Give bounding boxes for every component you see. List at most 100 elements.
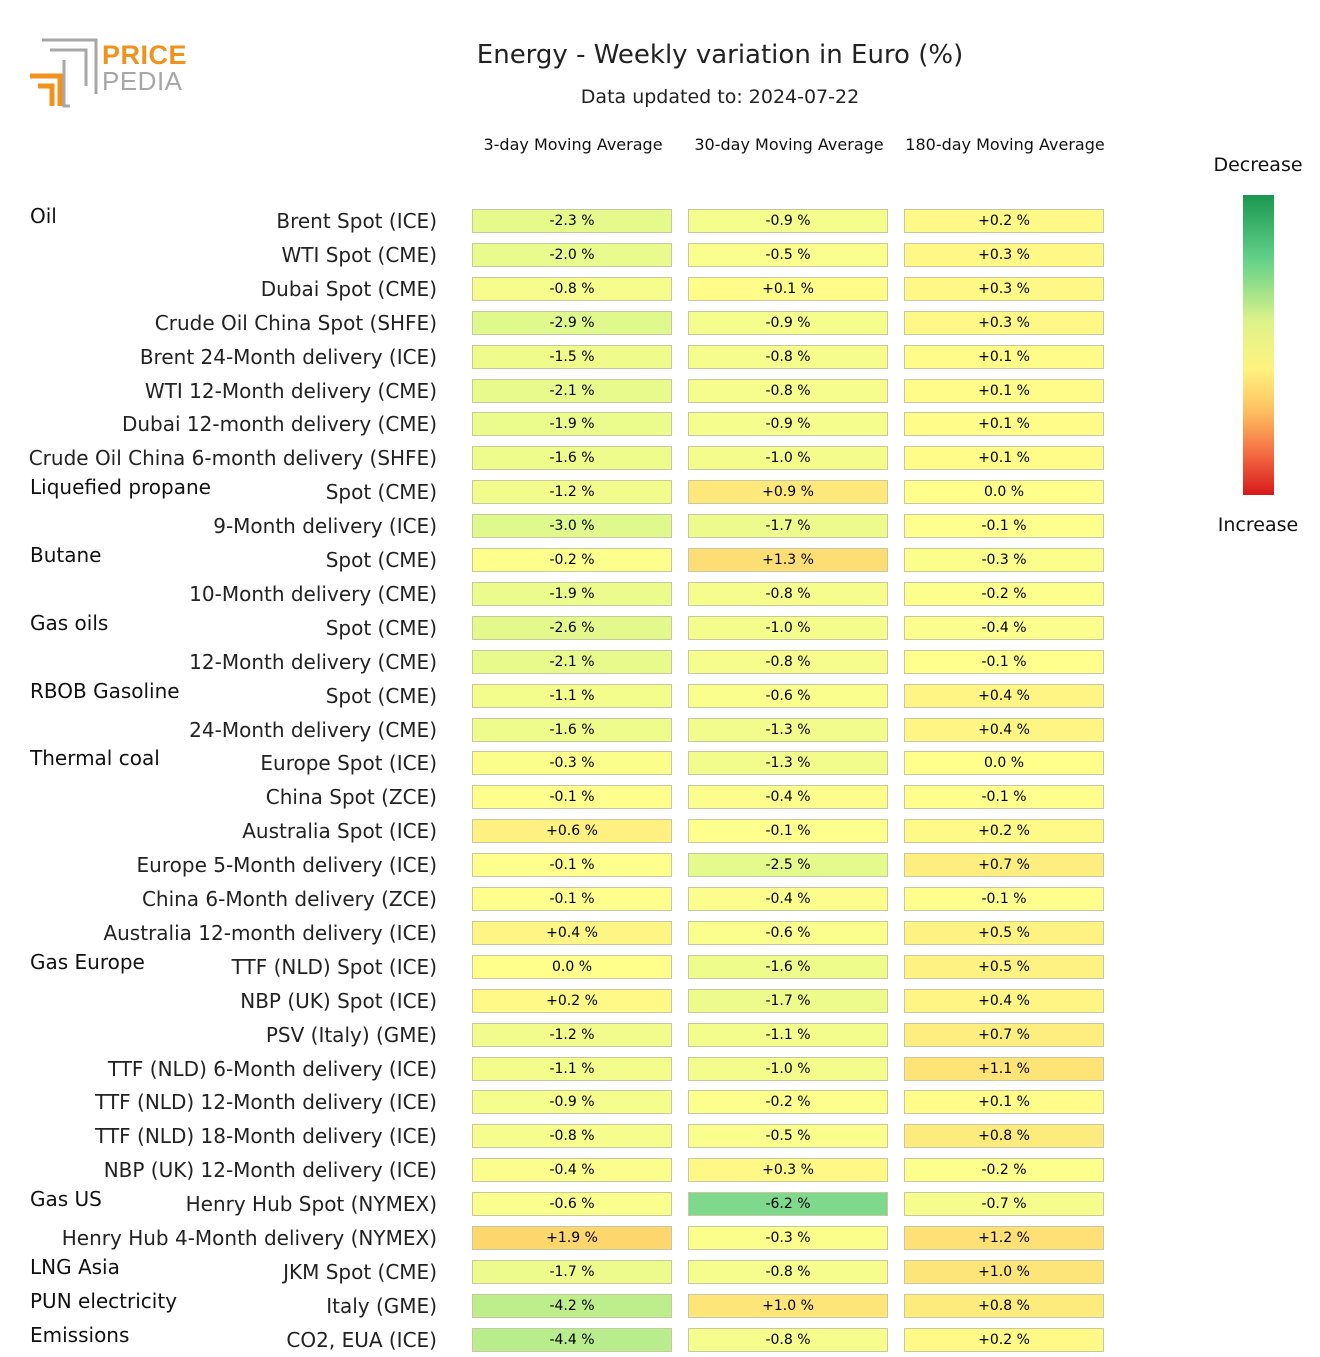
heatmap-cell: -2.3 % [472,209,672,233]
heatmap-cell: +0.5 % [904,954,1104,979]
heatmap-cell: -1.0 % [688,615,888,640]
row-label: Spot (CME) [325,480,437,505]
heatmap-cell: -0.1 % [472,887,672,911]
heatmap-cell: +0.2 % [904,819,1104,844]
logo-text-price: PRICE [102,40,188,70]
heatmap-cell: -2.6 % [472,615,672,640]
row-label: Italy (GME) [326,1293,437,1318]
group-label: Liquefied propane [30,475,211,500]
heatmap-cell: -0.9 % [688,209,888,233]
heatmap-cell: -0.1 % [904,649,1104,674]
heatmap-cell: -0.2 % [688,1090,888,1115]
row-label: TTF (NLD) 18-Month delivery (ICE) [95,1124,437,1149]
heatmap-cell: -2.1 % [472,649,672,674]
group-label: RBOB Gasoline [30,678,180,703]
row-label: Spot (CME) [325,683,437,708]
heatmap-cell: -0.1 % [472,785,672,810]
row-label: 12-Month delivery (CME) [189,649,437,674]
heatmap-cell: -0.1 % [904,785,1104,810]
heatmap-cell: +0.8 % [904,1124,1104,1149]
group-label: Oil [30,204,57,228]
heatmap-cell: -0.2 % [904,1158,1104,1183]
heatmap-cell: -1.5 % [472,344,672,369]
chart-title: Energy - Weekly variation in Euro (%) [476,40,964,70]
heatmap-cell: +0.3 % [904,276,1104,301]
row-label: Henry Hub Spot (NYMEX) [185,1192,437,1217]
heatmap-cell: -2.0 % [472,242,672,267]
heatmap-cell: -0.9 % [688,412,888,437]
heatmap-cell: +0.1 % [904,344,1104,369]
heatmap-cell: +0.3 % [688,1158,888,1183]
heatmap-cell: -1.6 % [688,954,888,979]
heatmap-cell: +0.3 % [904,242,1104,267]
heatmap-cell: -1.3 % [688,717,888,742]
row-label: TTF (NLD) 6-Month delivery (ICE) [107,1056,437,1081]
row-label: Europe 5-Month delivery (ICE) [136,853,437,878]
row-label: Australia 12-month delivery (ICE) [103,920,437,945]
heatmap-cell: -1.9 % [472,412,672,437]
heatmap-cell: +1.0 % [904,1259,1104,1284]
heatmap-cell: +0.1 % [904,1090,1104,1115]
group-label: Gas US [30,1187,102,1212]
row-label: China 6-Month delivery (ZCE) [141,887,437,911]
heatmap-cell: -0.3 % [472,751,672,776]
column-header-3day: 3-day Moving Average [483,135,663,154]
heatmap-cell: -1.3 % [688,751,888,776]
heatmap-cell: +0.7 % [904,1022,1104,1047]
heatmap-cell: -0.8 % [688,1327,888,1352]
heatmap-cell: +0.3 % [904,310,1104,335]
heatmap-cell: -1.7 % [472,1259,672,1284]
group-label: Butane [30,543,102,567]
heatmap-cell: +0.2 % [904,209,1104,233]
row-label: 24-Month delivery (CME) [189,717,437,742]
legend-color-scale [1243,195,1274,495]
heatmap-cell: -1.9 % [472,581,672,606]
heatmap-cell: -0.4 % [688,887,888,911]
group-label: LNG Asia [30,1254,120,1279]
row-label: NBP (UK) Spot (ICE) [240,988,437,1013]
heatmap-cell: -0.2 % [472,548,672,572]
row-label: Europe Spot (ICE) [260,751,437,776]
heatmap-cell: +0.8 % [904,1293,1104,1318]
heatmap-cell: -0.1 % [904,514,1104,539]
heatmap-cell: -1.1 % [472,683,672,708]
heatmap-cell: +1.9 % [472,1226,672,1250]
row-label: Brent 24-Month delivery (ICE) [139,344,437,369]
chart-subtitle: Data updated to: 2024-07-22 [580,86,860,108]
heatmap-cell: -1.0 % [688,1056,888,1081]
heatmap-cell: 0.0 % [904,751,1104,776]
heatmap-cell: +0.9 % [688,480,888,505]
heatmap-cell: -0.8 % [688,1259,888,1284]
heatmap-cell: +0.4 % [904,683,1104,708]
heatmap-cell: -0.5 % [688,1124,888,1149]
heatmap-cell: -0.8 % [688,649,888,674]
heatmap-cell: -0.4 % [472,1158,672,1183]
heatmap-cell: +0.4 % [472,920,672,945]
row-label: PSV (Italy) (GME) [265,1022,437,1047]
column-header-180day: 180-day Moving Average [905,135,1105,154]
legend-label-decrease: Decrease [1213,154,1303,176]
heatmap-cell: +0.4 % [904,988,1104,1013]
heatmap-cell: -0.5 % [688,242,888,267]
heatmap-cell: +0.1 % [688,276,888,301]
row-label: China Spot (ZCE) [265,785,437,810]
heatmap-cell: -0.3 % [688,1226,888,1250]
heatmap-cell: -6.2 % [688,1192,888,1217]
group-label: Thermal coal [30,746,160,771]
heatmap-cell: -0.6 % [688,920,888,945]
heatmap-cell: -0.8 % [472,1124,672,1149]
group-label: Emissions [30,1322,130,1347]
heatmap-cell: +1.3 % [688,548,888,572]
heatmap-cell: -0.2 % [904,581,1104,606]
heatmap-cell: +0.2 % [904,1327,1104,1352]
row-label: Dubai Spot (CME) [260,276,437,301]
row-label: Spot (CME) [325,548,437,572]
heatmap-cell: -0.8 % [472,276,672,301]
row-label: 9-Month delivery (ICE) [213,514,437,539]
heatmap-cell: +0.2 % [472,988,672,1013]
heatmap-cell: -0.1 % [472,853,672,878]
heatmap-cell: +0.1 % [904,412,1104,437]
legend-label-increase: Increase [1217,514,1299,536]
row-label: JKM Spot (CME) [283,1259,437,1284]
logo-text-pedia: PEDIA [102,66,183,96]
